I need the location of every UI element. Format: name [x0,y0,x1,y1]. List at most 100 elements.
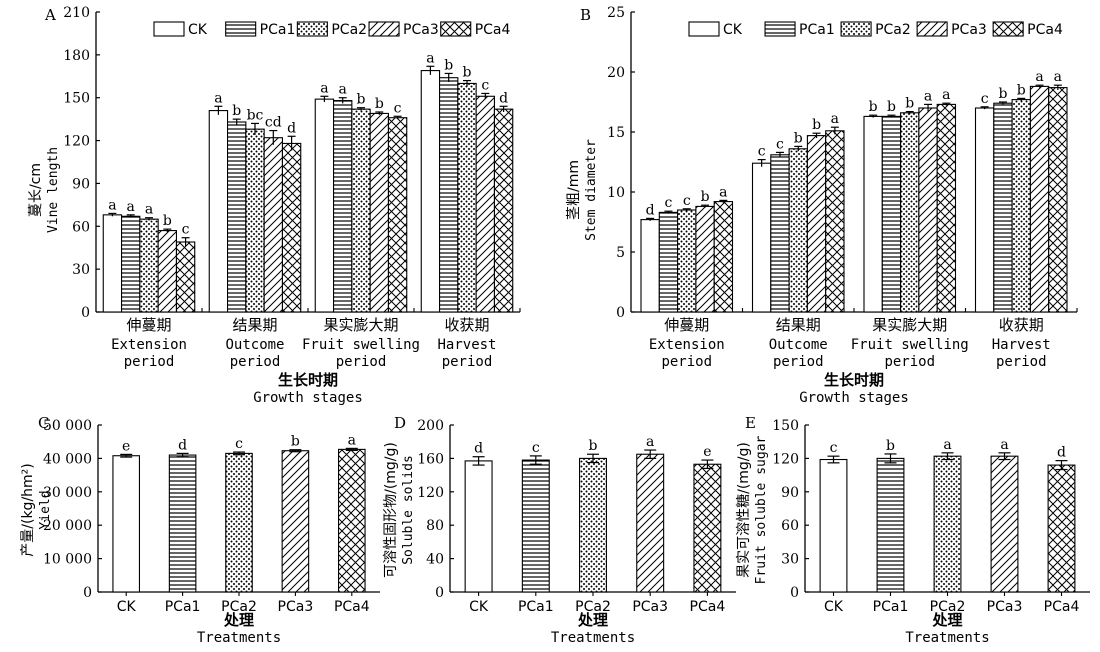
x-tick-label-en: Extension [111,337,187,353]
y-tick-label: 30 [781,552,799,568]
y-axis-label-cn: 可溶性固形物/(mg/g) [383,442,399,578]
x-tick-label-cn: 收获期 [999,316,1044,334]
x-tick-label: PCa4 [1044,599,1080,615]
y-tick-label: 0 [790,585,799,601]
significance-letter: b [357,92,366,108]
bar-pca2 [225,452,253,593]
significance-letter: a [145,202,153,218]
significance-letter: c [481,77,489,93]
significance-letter: d [178,437,187,453]
bar-pca1 [438,77,459,313]
bar-ck [640,219,660,313]
bar-pca3 [636,453,665,593]
y-axis-label-cn: 蔓长/cm [28,163,44,217]
y-tick-label: 120 [63,134,90,150]
x-axis-title-en: Treatments [551,630,635,646]
significance-letter: a [1035,69,1043,85]
bar-ck [314,98,335,313]
bar-pca4 [1048,87,1068,313]
y-tick-label: 5 [616,245,625,261]
x-tick-label: CK [117,599,137,615]
legend-label: PCa1 [260,22,296,38]
y-axis-label-en: Soluble solids [401,455,416,565]
x-tick-label-en: Fruit swelling [851,337,969,353]
x-axis-title-cn: 生长时期 [824,371,884,389]
significance-letter: c [758,144,766,160]
y-tick-label: 30 [72,262,90,278]
significance-letter: b [444,57,453,73]
legend-swatch-ck [688,21,720,37]
x-tick-label: PCa3 [632,599,668,615]
bar-pca3 [263,137,283,313]
legend-swatch-ck [153,21,185,37]
x-tick-label-en: period [773,354,824,370]
bar-pca2 [351,108,371,313]
y-tick-label: 50 000 [43,418,92,434]
significance-letter: d [499,90,508,106]
bar-pca2 [245,128,265,313]
y-axis-label: 果实可溶性糖/(mg/g) Fruit soluble sugar [736,435,769,584]
significance-letter: cd [265,115,282,131]
bar-pca2 [579,457,607,593]
x-tick-label: PCa3 [278,599,314,615]
significance-letter: d [474,441,483,457]
significance-letter: d [287,120,296,136]
y-tick-label: 10 000 [43,552,92,568]
bar-ck [751,162,772,313]
bar-pca1 [168,454,197,593]
legend: CK PCa1 PCa2 PCa3 PCa4 [153,21,511,38]
x-tick-label-en: period [442,354,493,370]
y-axis-label: 茎粗/mm Stem diameter [566,139,599,241]
bar-ck [819,458,848,593]
bar-pca2 [457,82,477,313]
x-axis-title-en: Growth stages [253,390,363,406]
y-axis-label-en: Stem diameter [584,139,599,241]
bar-ck [974,107,995,313]
x-tick-label-en: period [124,354,175,370]
x-tick-label: PCa4 [690,599,726,615]
significance-letter: a [924,88,932,104]
x-tick-label-en: Fruit swelling [302,337,420,353]
bar-pca2 [900,112,920,313]
panel-letter: B [580,6,591,24]
legend: CK PCa1 PCa2 PCa3 PCa4 [688,21,1063,38]
bar-pca3 [281,450,310,593]
bar-pca3 [806,135,827,313]
bar-pca1 [521,459,550,593]
bar-pca4 [825,130,845,313]
y-tick-label: 0 [616,305,625,321]
bar-ck [208,110,229,313]
x-axis-title-cn: 生长时期 [278,371,338,389]
bar-pca3 [1029,85,1050,313]
x-tick-label: PCa3 [987,599,1023,615]
bar-pca1 [121,215,141,313]
bar-pca1 [881,115,902,313]
x-tick-label-cn: 结果期 [232,316,277,334]
y-tick-label: 60 [72,219,90,235]
legend-label: PCa4 [1027,22,1063,38]
y-tick-label: 25 [607,5,625,21]
panel-letter: E [745,414,756,432]
legend-label: CK [723,22,743,38]
significance-letter: a [108,197,116,213]
legend-label: PCa3 [951,22,987,38]
y-tick-label: 90 [781,485,799,501]
bar-pca4 [337,448,366,593]
legend-swatch-pca4 [992,21,1024,37]
x-tick-label-en: period [336,354,387,370]
x-tick-label: PCa2 [930,599,966,615]
significance-letter: b [291,434,300,450]
y-tick-label: 0 [83,585,92,601]
bar-pca1 [993,102,1013,313]
y-tick-label: 210 [63,5,90,21]
x-tick-label-cn: 果实膨大期 [323,316,398,334]
x-tick-label-cn: 伸蔓期 [664,316,709,334]
significance-letter: c [830,440,838,456]
significance-letter: d [1057,445,1066,461]
y-tick-label: 20 [607,65,625,81]
legend-swatch-pca3 [368,21,400,37]
y-tick-label: 20 000 [43,518,92,534]
bar-pca2 [1011,99,1031,313]
x-tick-label-en: Outcome [769,337,828,353]
significance-letter: b [794,130,803,146]
